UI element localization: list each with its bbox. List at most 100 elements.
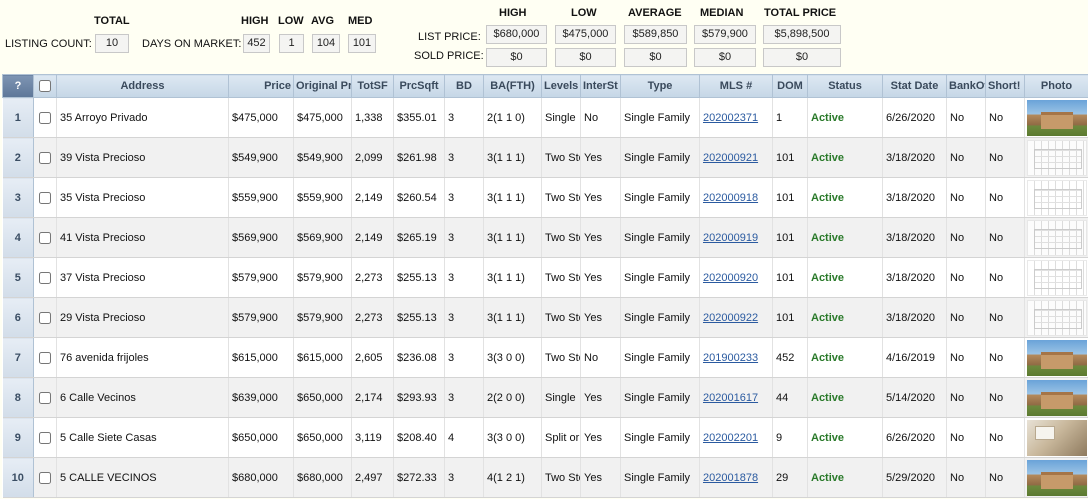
photo-cell[interactable] (1024, 297, 1088, 338)
row-select[interactable] (33, 417, 57, 458)
row-select[interactable] (33, 177, 57, 218)
mls-cell[interactable]: 202002201 (699, 417, 773, 458)
table-row[interactable]: 5 37 Vista Precioso $579,900 $579,900 2,273 $… (2, 257, 1088, 298)
mls-cell[interactable]: 202000920 (699, 257, 773, 298)
column-header-dom[interactable]: DOM (772, 74, 808, 98)
table-row[interactable]: 8 6 Calle Vecinos $639,000 $650,000 2,174 $29… (2, 377, 1088, 418)
row-checkbox[interactable] (39, 471, 51, 484)
row-checkbox[interactable] (39, 231, 51, 244)
row-select[interactable] (33, 457, 57, 498)
prcsqft-cell: $272.33 (393, 457, 445, 498)
mls-cell[interactable]: 202000918 (699, 177, 773, 218)
column-header-mls[interactable]: MLS # (699, 74, 773, 98)
select-all-checkbox[interactable] (39, 80, 51, 93)
dom-cell: 101 (772, 217, 808, 258)
row-checkbox[interactable] (39, 431, 51, 444)
column-header-bank-owned[interactable]: BankOw (946, 74, 986, 98)
column-header-prcsqft[interactable]: PrcSqft (393, 74, 445, 98)
floorplan-photo[interactable] (1026, 219, 1087, 256)
mls-cell[interactable]: 202000922 (699, 297, 773, 338)
table-row[interactable]: 7 76 avenida frijoles $615,000 $615,000 2,60… (2, 337, 1088, 378)
mls-link[interactable]: 202000920 (703, 271, 759, 284)
mls-link[interactable]: 202002371 (703, 111, 759, 124)
mls-link[interactable]: 202002201 (703, 431, 759, 444)
list-price-label: LIST PRICE: (418, 31, 481, 43)
row-checkbox[interactable] (39, 191, 51, 204)
select-all-header[interactable] (33, 74, 57, 98)
column-header-original-price[interactable]: Original Pr (293, 74, 352, 98)
floorplan-photo[interactable] (1026, 179, 1087, 216)
row-select[interactable] (33, 257, 57, 298)
mls-cell[interactable]: 202002371 (699, 97, 773, 138)
row-select[interactable] (33, 137, 57, 178)
photo-cell[interactable] (1024, 137, 1088, 178)
row-checkbox[interactable] (39, 151, 51, 164)
column-header-stat-date[interactable]: Stat Date (882, 74, 947, 98)
mls-link[interactable]: 202001617 (703, 391, 759, 404)
column-header-status[interactable]: Status (807, 74, 883, 98)
photo-cell[interactable] (1024, 377, 1088, 418)
mls-cell[interactable]: 202000919 (699, 217, 773, 258)
photo-cell[interactable] (1024, 97, 1088, 138)
mls-cell[interactable]: 202000921 (699, 137, 773, 178)
table-row[interactable]: 2 39 Vista Precioso $549,900 $549,900 2,099 $… (2, 137, 1088, 178)
row-checkbox[interactable] (39, 391, 51, 404)
floorplan-photo[interactable] (1026, 259, 1087, 296)
mls-link[interactable]: 202001878 (703, 471, 759, 484)
photo-cell[interactable] (1024, 337, 1088, 378)
column-header-ba[interactable]: BA(FTH) (483, 74, 542, 98)
mls-cell[interactable]: 201900233 (699, 337, 773, 378)
table-row[interactable]: 3 35 Vista Precioso $559,900 $559,900 2,149 $… (2, 177, 1088, 218)
floorplan-photo[interactable] (1026, 299, 1087, 336)
column-header-short-sale[interactable]: Short! (985, 74, 1025, 98)
photo-cell[interactable] (1024, 257, 1088, 298)
table-row[interactable]: 1 35 Arroyo Privado $475,000 $475,000 1,338 $… (2, 97, 1088, 138)
floorplan-photo[interactable] (1026, 139, 1087, 176)
list-price-average: $589,850 (624, 25, 687, 44)
house-photo[interactable] (1026, 379, 1087, 416)
prcsqft-cell: $355.01 (393, 97, 445, 138)
photo-cell[interactable] (1024, 417, 1088, 458)
house-photo[interactable] (1026, 339, 1087, 376)
column-header-totsf[interactable]: TotSF (351, 74, 394, 98)
mls-link[interactable]: 201900233 (703, 351, 759, 364)
row-select[interactable] (33, 377, 57, 418)
row-checkbox[interactable] (39, 311, 51, 324)
photo-cell[interactable] (1024, 177, 1088, 218)
column-header-type[interactable]: Type (620, 74, 700, 98)
house-photo[interactable] (1026, 99, 1087, 136)
mls-cell[interactable]: 202001878 (699, 457, 773, 498)
row-select[interactable] (33, 97, 57, 138)
mls-link[interactable]: 202000921 (703, 151, 759, 164)
row-checkbox[interactable] (39, 111, 51, 124)
row-select[interactable] (33, 297, 57, 338)
table-row[interactable]: 6 29 Vista Precioso $579,900 $579,900 2,273 $… (2, 297, 1088, 338)
column-header-address[interactable]: Address (56, 74, 229, 98)
column-header-bd[interactable]: BD (444, 74, 484, 98)
photo-cell[interactable] (1024, 217, 1088, 258)
interstate-cell: Yes (580, 177, 621, 218)
mls-link[interactable]: 202000922 (703, 311, 759, 324)
stat-date-cell: 3/18/2020 (882, 297, 947, 338)
column-header-price[interactable]: Price (228, 74, 294, 98)
row-checkbox[interactable] (39, 351, 51, 364)
row-select[interactable] (33, 217, 57, 258)
row-select[interactable] (33, 337, 57, 378)
mls-link[interactable]: 202000918 (703, 191, 759, 204)
interior-photo[interactable] (1026, 419, 1087, 456)
row-number: 9 (2, 417, 34, 458)
table-row[interactable]: 10 5 CALLE VECINOS $680,000 $680,000 2,497 $2… (2, 457, 1088, 498)
photo-cell[interactable] (1024, 457, 1088, 498)
column-header-interstate[interactable]: InterSt (580, 74, 621, 98)
prcsqft-cell: $260.54 (393, 177, 445, 218)
help-header[interactable]: ? (2, 74, 34, 98)
house-photo[interactable] (1026, 459, 1087, 496)
table-row[interactable]: 4 41 Vista Precioso $569,900 $569,900 2,149 $… (2, 217, 1088, 258)
mls-cell[interactable]: 202001617 (699, 377, 773, 418)
mls-link[interactable]: 202000919 (703, 231, 759, 244)
row-checkbox[interactable] (39, 271, 51, 284)
address-cell: 39 Vista Precioso (56, 137, 229, 178)
column-header-photo[interactable]: Photo (1024, 74, 1088, 98)
column-header-levels[interactable]: Levels (541, 74, 581, 98)
